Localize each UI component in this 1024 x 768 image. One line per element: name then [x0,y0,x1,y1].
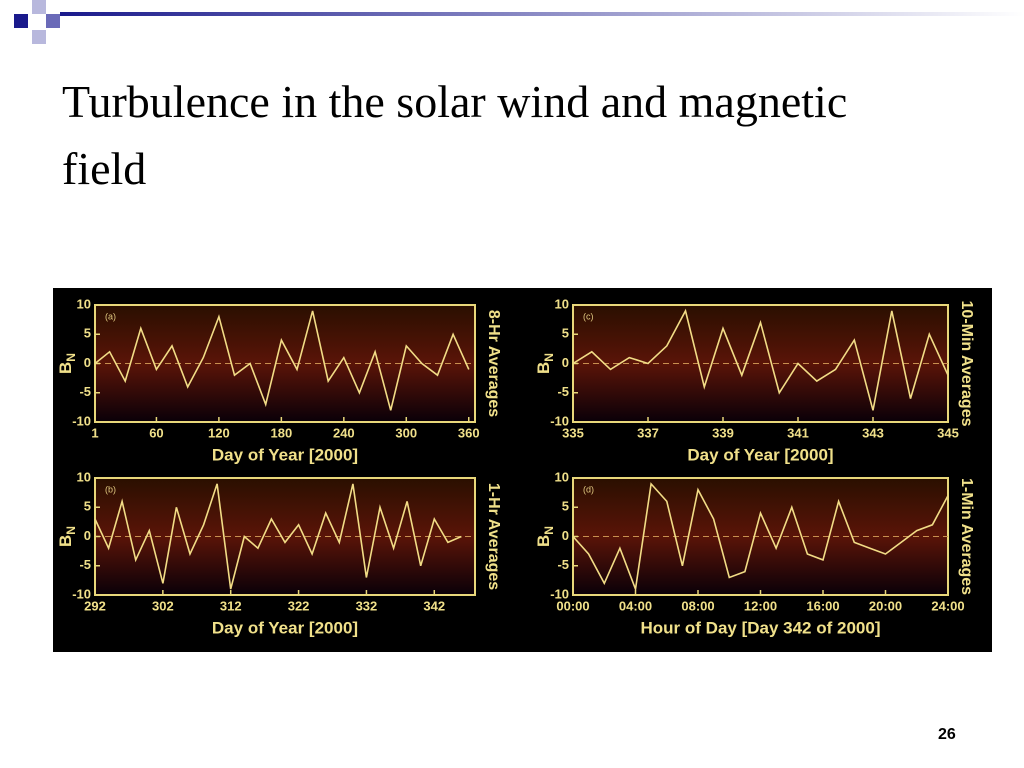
x-tick-label: 332 [356,598,378,613]
y-axis-label-subscript: N [64,526,78,535]
y-axis-label-subscript: N [542,353,556,362]
x-axis-label: Day of Year [2000] [687,445,833,464]
x-axis-label: Day of Year [2000] [212,445,358,464]
y-axis-label-subscript: N [542,526,556,535]
plot-area [94,304,476,423]
data-line [572,308,949,411]
x-tick-label: 337 [637,425,659,440]
y-tick-label: 5 [562,326,569,341]
x-tick-label: 180 [271,425,293,440]
panel-label: (c) [583,311,594,321]
x-tick-label: 1 [91,425,98,440]
data-line [94,483,462,590]
data-line [572,482,949,593]
x-tick-label: 12:00 [744,598,777,613]
y-axis-label-main: B [56,535,75,547]
side-label: 1-Hr Averages [485,483,502,590]
x-tick-label: 20:00 [869,598,902,613]
data-line [94,310,470,411]
y-tick-label: -5 [79,557,91,572]
plot-area [572,304,949,423]
y-tick-label: -10 [72,586,91,601]
x-tick-label: 312 [220,598,242,613]
x-tick-label: 343 [862,425,884,440]
y-tick-label: 10 [77,296,91,311]
x-tick-label: 120 [208,425,230,440]
x-tick-label: 16:00 [806,598,839,613]
x-tick-label: 302 [152,598,174,613]
y-axis-label: BN [56,526,78,547]
y-tick-label: 0 [84,528,91,543]
x-tick-label: 335 [562,425,584,440]
y-axis-label: BN [534,526,556,547]
panel-label: (a) [105,311,116,321]
slide-title: Turbulence in the solar wind and magneti… [62,76,848,194]
side-label: 10-Min Averages [958,301,975,427]
x-tick-label: 08:00 [681,598,714,613]
y-tick-label: -5 [557,384,569,399]
x-tick-label: 24:00 [931,598,964,613]
y-tick-label: -10 [72,413,91,428]
y-tick-label: 0 [84,355,91,370]
x-tick-label: 322 [288,598,310,613]
y-tick-label: 0 [562,528,569,543]
y-tick-label: 5 [562,499,569,514]
side-label: 1-Min Averages [958,478,975,595]
x-tick-label: 341 [787,425,809,440]
side-label: 8-Hr Averages [485,310,502,417]
x-tick-label: 04:00 [619,598,652,613]
x-tick-label: 342 [423,598,445,613]
y-tick-label: 10 [555,296,569,311]
y-axis-label-subscript: N [64,353,78,362]
x-tick-label: 60 [149,425,163,440]
y-tick-label: 5 [84,499,91,514]
y-tick-label: -10 [550,586,569,601]
x-tick-label: 300 [395,425,417,440]
page-number: 26 [938,726,956,743]
x-tick-label: 339 [712,425,734,440]
y-tick-label: -5 [557,557,569,572]
y-tick-label: 10 [77,469,91,484]
plot-area [572,477,949,596]
y-tick-label: -10 [550,413,569,428]
x-tick-label: 360 [458,425,480,440]
y-axis-label-main: B [56,362,75,374]
y-tick-label: -5 [79,384,91,399]
y-axis-label: BN [56,353,78,374]
x-axis-label: Day of Year [2000] [212,618,358,637]
y-axis-label-main: B [534,535,553,547]
y-axis-label: BN [534,353,556,374]
y-tick-label: 0 [562,355,569,370]
x-axis-label: Hour of Day [Day 342 of 2000] [641,618,881,637]
y-tick-label: 5 [84,326,91,341]
x-tick-label: 292 [84,598,106,613]
y-tick-label: 10 [555,469,569,484]
x-tick-label: 240 [333,425,355,440]
decoration [14,0,1024,44]
plot-area [94,477,476,596]
x-tick-label: 345 [937,425,959,440]
panel-label: (b) [105,484,116,494]
figure-background [53,288,992,652]
x-tick-label: 00:00 [556,598,589,613]
y-axis-label-main: B [534,362,553,374]
panel-label: (d) [583,484,594,494]
